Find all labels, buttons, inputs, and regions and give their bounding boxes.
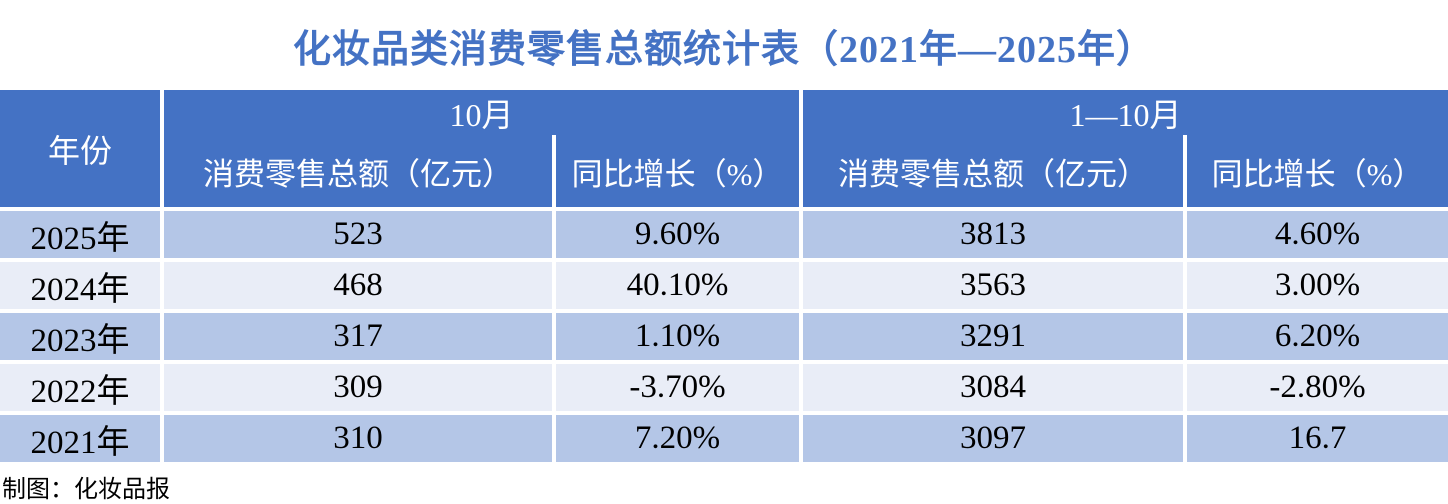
oct-total-cell: 310 bbox=[164, 415, 552, 462]
table-header: 年份 10月 1—10月 消费零售总额（亿元） 同比增长（%） 消费零售总额（亿… bbox=[0, 90, 1448, 207]
oct-total-cell: 309 bbox=[164, 364, 552, 411]
oct-yoy-cell: -3.70% bbox=[556, 364, 799, 411]
ytd-yoy-cell: 16.7 bbox=[1187, 415, 1448, 462]
ytd-total-cell: 3291 bbox=[803, 313, 1183, 360]
year-cell: 2025年 bbox=[0, 211, 160, 258]
oct-total-cell: 468 bbox=[164, 262, 552, 309]
year-cell: 2022年 bbox=[0, 364, 160, 411]
oct-total-cell: 523 bbox=[164, 211, 552, 258]
stats-table: 年份 10月 1—10月 消费零售总额（亿元） 同比增长（%） 消费零售总额（亿… bbox=[0, 90, 1448, 462]
subheader-oct-retail-total: 消费零售总额（亿元） bbox=[164, 135, 552, 207]
ytd-yoy-cell: 3.00% bbox=[1187, 262, 1448, 309]
ytd-total-cell: 3084 bbox=[803, 364, 1183, 411]
subheader-ytd-yoy-growth: 同比增长（%） bbox=[1187, 135, 1448, 207]
ytd-total-cell: 3097 bbox=[803, 415, 1183, 462]
year-header-cell: 年份 bbox=[0, 90, 160, 207]
ytd-yoy-cell: 4.60% bbox=[1187, 211, 1448, 258]
year-cell: 2024年 bbox=[0, 262, 160, 309]
oct-yoy-cell: 9.60% bbox=[556, 211, 799, 258]
page-title: 化妆品类消费零售总额统计表（2021年—2025年） bbox=[292, 28, 1155, 71]
ytd-total-cell: 3813 bbox=[803, 211, 1183, 258]
subheader-oct-yoy-growth: 同比增长（%） bbox=[556, 135, 799, 207]
group-header-jan-to-october: 1—10月 bbox=[803, 90, 1448, 135]
group-header-october: 10月 bbox=[164, 90, 799, 135]
ytd-yoy-cell: 6.20% bbox=[1187, 313, 1448, 360]
table-body: 2025年 523 9.60% 3813 4.60% 2024年 468 40.… bbox=[0, 211, 1448, 462]
footer-credit: 制图：化妆品报 bbox=[2, 476, 170, 503]
ytd-total-cell: 3563 bbox=[803, 262, 1183, 309]
oct-yoy-cell: 40.10% bbox=[556, 262, 799, 309]
ytd-yoy-cell: -2.80% bbox=[1187, 364, 1448, 411]
year-cell: 2021年 bbox=[0, 415, 160, 462]
oct-yoy-cell: 1.10% bbox=[556, 313, 799, 360]
year-cell: 2023年 bbox=[0, 313, 160, 360]
subheader-ytd-retail-total: 消费零售总额（亿元） bbox=[803, 135, 1183, 207]
oct-yoy-cell: 7.20% bbox=[556, 415, 799, 462]
oct-total-cell: 317 bbox=[164, 313, 552, 360]
